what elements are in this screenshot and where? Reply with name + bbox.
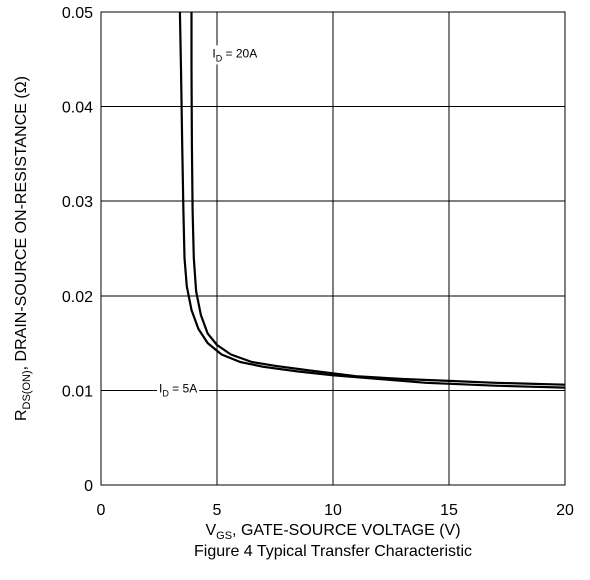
y-tick-label: 0.04: [62, 100, 93, 117]
y-axis-title-sub: DS(ON): [21, 370, 33, 409]
y-tick-label: 0.01: [62, 383, 93, 400]
series-label-main: I: [212, 46, 215, 60]
y-tick-label: 0: [84, 478, 93, 495]
series-layer: [178, 12, 565, 389]
series-label-rest: = 5A: [169, 381, 197, 395]
series-line-id-5a: [178, 12, 565, 389]
x-axis-title-sub: GS: [216, 530, 232, 542]
x-tick-label: 0: [97, 502, 106, 519]
x-tick-label: 5: [213, 502, 222, 519]
series-label-id-20a: ID = 20A: [210, 45, 260, 65]
grid-layer: [101, 12, 565, 485]
series-label-sub: D: [162, 388, 169, 398]
series-label-background: [210, 45, 260, 65]
plot-frame: [100, 11, 566, 486]
series-label-text: ID = 5A: [159, 381, 197, 398]
x-axis-title-main: V: [205, 522, 216, 539]
series-label-rest: = 20A: [222, 46, 257, 60]
x-axis-title-rest: , GATE-SOURCE VOLTAGE (V): [232, 522, 460, 539]
series-label-text: ID = 20A: [212, 46, 257, 63]
y-tick-label: 0.03: [62, 194, 93, 211]
figure-caption: Figure 4 Typical Transfer Characteristic: [194, 543, 472, 560]
x-tick-label: 15: [440, 502, 458, 519]
series-label-main: I: [159, 381, 162, 395]
x-tick-label: 20: [556, 502, 574, 519]
series-line-id-20a: [190, 12, 565, 386]
y-tick-label: 0.02: [62, 289, 93, 306]
x-axis-title: VGS, GATE-SOURCE VOLTAGE (V): [205, 522, 460, 542]
tick-layer: 0 5 10 15 20 0 0.01 0.02 0.03 0.04 0.05: [62, 5, 574, 519]
y-axis-title: RDS(ON), DRAIN-SOURCE ON-RESISTANCE (Ω): [13, 76, 33, 421]
x-tick-label: 10: [324, 502, 342, 519]
series-label-background: [157, 380, 200, 400]
y-axis-title-rest: , DRAIN-SOURCE ON-RESISTANCE (Ω): [13, 76, 30, 370]
y-tick-label: 0.05: [62, 5, 93, 22]
series-label-sub: D: [216, 53, 223, 63]
y-axis-title-main: R: [13, 409, 30, 421]
series-label-id-5a: ID = 5A: [157, 380, 200, 400]
